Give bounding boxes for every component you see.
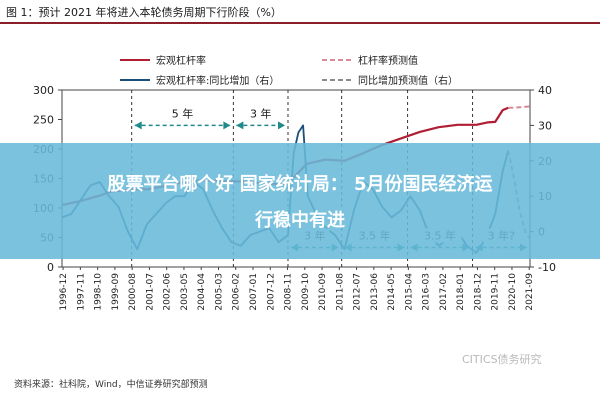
- series-line: [508, 105, 531, 109]
- x-axis-tick-label: 1998-10: [94, 273, 104, 311]
- x-axis-tick-label: 2012-07: [353, 273, 363, 311]
- x-axis-tick-label: 2018-01: [456, 273, 466, 311]
- x-axis-tick-label: 2019-11: [491, 273, 501, 311]
- period-arrowhead: [223, 121, 231, 130]
- period-arrowhead: [134, 121, 142, 130]
- x-axis-tick-label: 2002-06: [163, 273, 173, 311]
- period-label-bg: [168, 106, 198, 121]
- x-axis-tick-label: 2005-03: [214, 273, 224, 311]
- x-axis-tick-label: 2001-07: [145, 273, 155, 311]
- left-axis-tick-label: 250: [33, 114, 54, 127]
- x-axis-tick-label: 2011-08: [335, 273, 345, 311]
- x-axis-tick-label: 2007-01: [249, 273, 259, 311]
- x-axis-tick-label: 1997-11: [76, 273, 86, 311]
- x-axis-tick-label: 1999-09: [111, 273, 121, 311]
- banner-headline-cont: 行稳中有进: [255, 210, 345, 231]
- left-axis-tick-label: 0: [47, 261, 54, 274]
- chart-title: 图 1：预计 2021 年将进入本轮债务周期下行阶段（%）: [6, 6, 282, 19]
- period-arrowhead: [236, 121, 244, 130]
- legend-label: 同比增加预测值（右）: [358, 74, 458, 87]
- x-axis-tick-label: 2007-12: [266, 273, 276, 311]
- x-axis-tick-label: 2017-02: [439, 273, 449, 311]
- right-axis-tick-label: 40: [538, 84, 552, 97]
- x-axis-tick-label: 2021-09: [525, 273, 535, 311]
- x-axis-tick-label: 2020-10: [508, 273, 518, 311]
- x-axis-tick-label: 2003-05: [180, 273, 190, 311]
- right-axis-tick-label: 30: [538, 119, 552, 132]
- x-axis-tick-label: 2004-04: [197, 273, 207, 311]
- left-axis-tick-label: 300: [33, 84, 54, 97]
- period-label-bg: [246, 106, 276, 121]
- x-axis-tick-label: 2014-05: [387, 273, 397, 311]
- x-axis-tick-label: 2018-12: [473, 273, 483, 311]
- period-label: 3 年: [250, 106, 272, 120]
- period-label: 5 年: [172, 106, 194, 120]
- x-axis-tick-label: 2000-08: [128, 273, 138, 311]
- x-axis-tick-label: 2010-09: [318, 273, 328, 311]
- legend-label: 杠杆率预测值: [358, 54, 418, 67]
- x-axis-tick-label: 2006-02: [232, 273, 242, 311]
- source-note: 资料来源：社科院，Wind，中信证券研究部预测: [14, 380, 208, 390]
- watermark: CITICS债务研究: [462, 353, 542, 366]
- x-axis-tick-label: 2015-04: [404, 273, 414, 311]
- x-axis-tick-label: 2008-11: [284, 273, 294, 311]
- x-axis-tick-label: 2016-03: [422, 273, 432, 311]
- overlay-banner: 股票平台哪个好 国家统计局： 5月份国民经济运 行稳中有进: [0, 143, 600, 259]
- period-arrowhead: [277, 121, 285, 130]
- banner-headline: 股票平台哪个好 国家统计局： 5月份国民经济运: [107, 174, 493, 195]
- x-axis-tick-label: 2009-10: [301, 273, 311, 311]
- x-axis-tick-label: 1996-12: [59, 273, 69, 311]
- right-axis-tick-label: -10: [538, 261, 556, 274]
- x-axis-tick-label: 2013-06: [370, 273, 380, 311]
- legend-label: 宏观杠杆率: [156, 54, 206, 67]
- legend-label: 宏观杠杆率:同比增加（右）: [156, 74, 279, 87]
- title-rule: [0, 22, 600, 24]
